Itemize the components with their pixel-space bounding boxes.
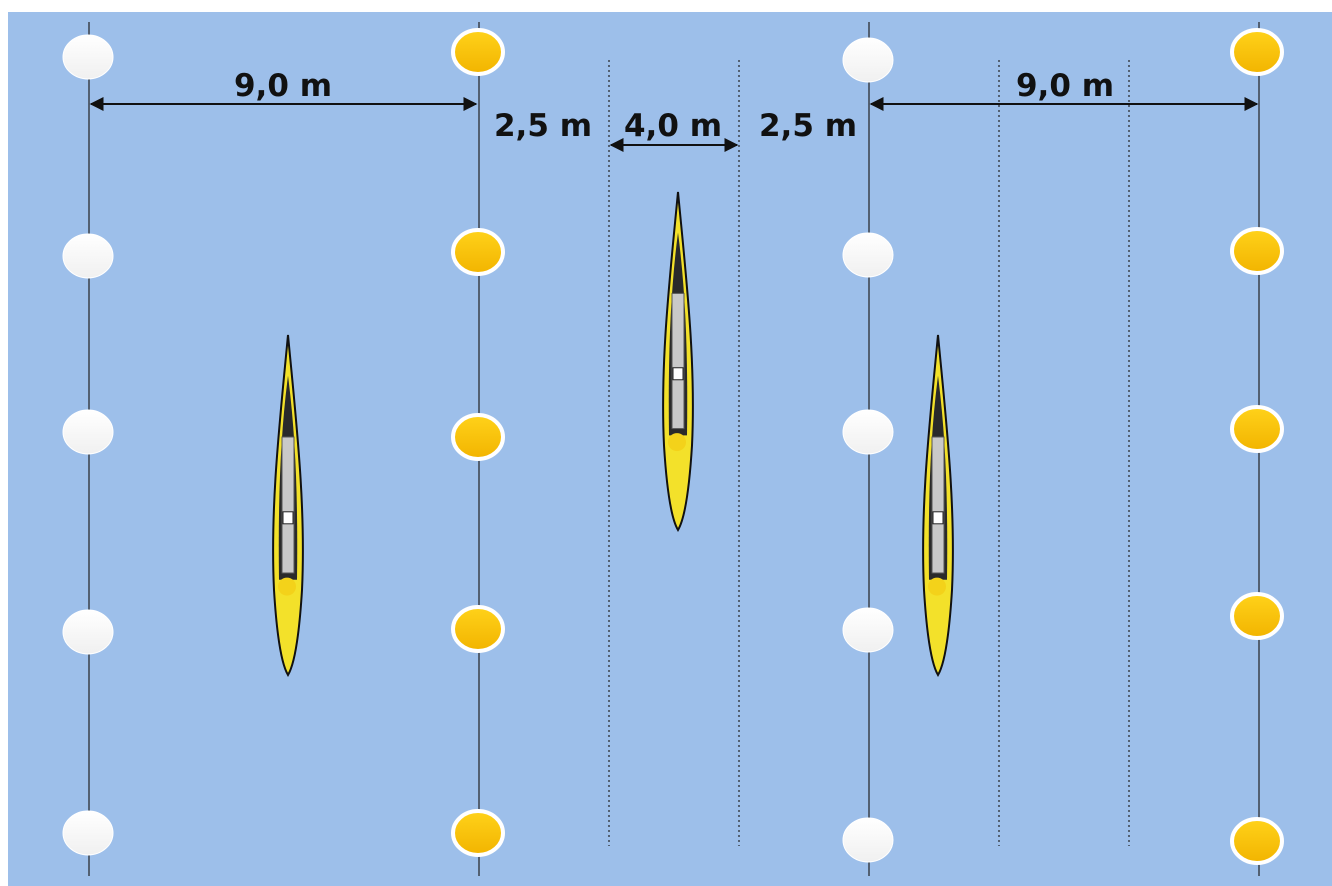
buoy: [62, 409, 114, 455]
buoy: [1230, 592, 1284, 640]
buoy: [451, 413, 505, 461]
buoy: [842, 607, 894, 653]
dimension-label: 9,0 m: [234, 68, 332, 104]
buoy: [1230, 28, 1284, 76]
buoy: [62, 233, 114, 279]
buoy: [842, 817, 894, 863]
kayak-cockpit: [281, 436, 295, 574]
kayak-seat: [282, 511, 294, 525]
kayak-cockpit: [931, 436, 945, 574]
kayak-paddler: [278, 577, 296, 596]
buoy: [451, 228, 505, 276]
dimension-label: 9,0 m: [1016, 68, 1114, 104]
kayak-cockpit: [671, 292, 685, 430]
buoy: [451, 809, 505, 857]
buoy: [842, 37, 894, 83]
buoy: [62, 609, 114, 655]
buoy: [842, 409, 894, 455]
dimension-label: 2,5 m: [759, 108, 857, 144]
buoy: [1230, 817, 1284, 865]
buoy: [62, 34, 114, 80]
kayak-seat: [672, 367, 684, 381]
kayak-paddler: [928, 577, 946, 596]
buoy: [451, 605, 505, 653]
buoy: [1230, 405, 1284, 453]
dimension-label: 4,0 m: [624, 108, 722, 144]
buoy: [1230, 227, 1284, 275]
buoy: [451, 28, 505, 76]
kayak-seat: [932, 511, 944, 525]
buoy: [62, 810, 114, 856]
kayak-paddler: [668, 433, 686, 452]
buoy: [842, 232, 894, 278]
dimension-label: 2,5 m: [494, 108, 592, 144]
